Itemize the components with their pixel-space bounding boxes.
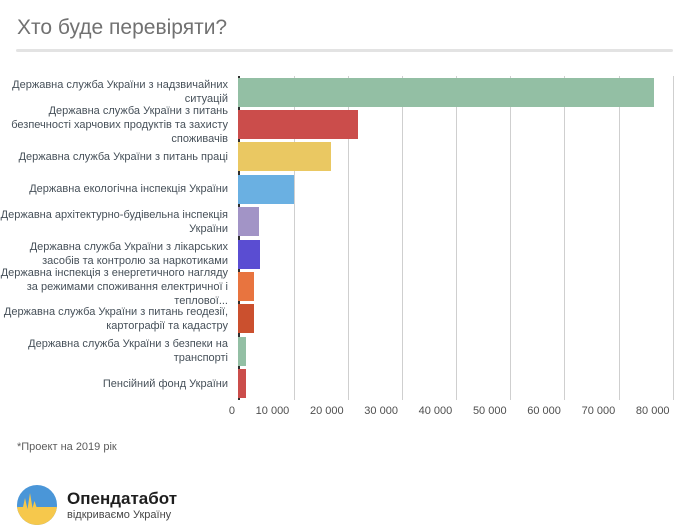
x-tick-label: 60 000 (527, 405, 561, 417)
category-label: Державна архітектурно-будівельна інспекц… (0, 208, 228, 235)
chart-row: Державна архітектурно-будівельна інспекц… (0, 206, 690, 238)
x-tick-label: 80 000 (635, 405, 670, 417)
gridline (672, 76, 674, 400)
bar-track (238, 239, 678, 269)
bar[interactable] (238, 77, 654, 107)
x-tick-label: 40 000 (418, 405, 453, 417)
bar[interactable] (238, 272, 255, 302)
bar-track (238, 77, 678, 107)
bar-chart: Державна служба України з надзвичайних с… (0, 76, 690, 420)
logo-name: Опендатабот (67, 488, 178, 508)
category-label: Державна служба України з питань безпечн… (11, 104, 228, 145)
category-label: Державна інспекція з енергетичного нагля… (0, 266, 228, 307)
bar[interactable] (238, 336, 246, 366)
category-label: Державна служба України з питань геодезі… (3, 305, 228, 332)
bar[interactable] (238, 239, 261, 269)
chart-row: Пенсійний фонд України (0, 368, 690, 400)
category-label: Державна екологічна інспекція України (29, 183, 228, 196)
chart-row: Державна служба України з питань праці (0, 141, 690, 173)
gridline (456, 76, 458, 400)
bar-track (238, 336, 678, 366)
x-tick-label: 10 000 (255, 405, 290, 417)
opendatabot-logo: Опендатабот відкриваємо Україну (17, 485, 177, 525)
gridlines (238, 76, 678, 400)
logo-tagline: відкриваємо Україну (67, 508, 172, 521)
x-tick-label: 0 (228, 405, 235, 417)
bar-track (238, 272, 678, 302)
gridline (402, 76, 404, 400)
x-axis: 0 10 000 20 000 30 000 40 000 50 000 60 000 70 … (229, 400, 678, 420)
bar-track (238, 369, 678, 399)
bar-track (238, 207, 678, 237)
chart-row: Державна служба України з лікарських зас… (0, 238, 690, 270)
bar[interactable] (238, 174, 295, 204)
x-tick-label: 70 000 (581, 405, 616, 417)
chart-row: Державна інспекція з енергетичного нагля… (0, 267, 690, 307)
x-tick-label: 50 000 (472, 405, 507, 417)
chart-rows: Державна служба України з надзвичайних с… (0, 76, 690, 400)
chart-row: Державна служба України з безпеки на тра… (0, 335, 690, 367)
chart-row: Державна служба України з питань безпечн… (0, 105, 690, 145)
gridline (294, 76, 296, 400)
gridline (618, 76, 620, 400)
category-label: Державна служба України з питань праці (18, 150, 228, 163)
category-label: Пенсійний фонд України (102, 377, 228, 390)
category-label: Державна служба України з лікарських зас… (29, 241, 228, 268)
x-tick-label: 20 000 (309, 405, 344, 417)
bar-track (238, 142, 678, 172)
bar-track (238, 174, 678, 204)
chart-row: Державна служба України з питань геодезі… (0, 303, 690, 335)
bar[interactable] (238, 304, 255, 334)
page: Хто буде перевіряти? Державна служба Укр… (0, 14, 690, 532)
chart-row: Державна екологічна інспекція України (0, 173, 690, 205)
x-tick-label: 30 000 (364, 405, 398, 417)
gridline (564, 76, 566, 400)
title-divider (16, 49, 673, 52)
bar[interactable] (238, 142, 332, 172)
category-label: Державна служба України з надзвичайних с… (12, 79, 228, 106)
bar[interactable] (238, 207, 260, 237)
bar[interactable] (238, 369, 246, 399)
chart-row: Державна служба України з надзвичайних с… (0, 76, 690, 108)
category-label: Державна служба України з безпеки на тра… (28, 338, 228, 365)
ukraine-pulse-circle-icon (17, 485, 57, 525)
page-title: Хто буде перевіряти? (17, 16, 228, 39)
gridline (348, 76, 350, 400)
bar-track (238, 304, 678, 334)
bar-track (238, 110, 678, 140)
gridline (510, 76, 512, 400)
bar[interactable] (238, 110, 358, 140)
footnote: *Проект на 2019 рік (17, 441, 117, 453)
